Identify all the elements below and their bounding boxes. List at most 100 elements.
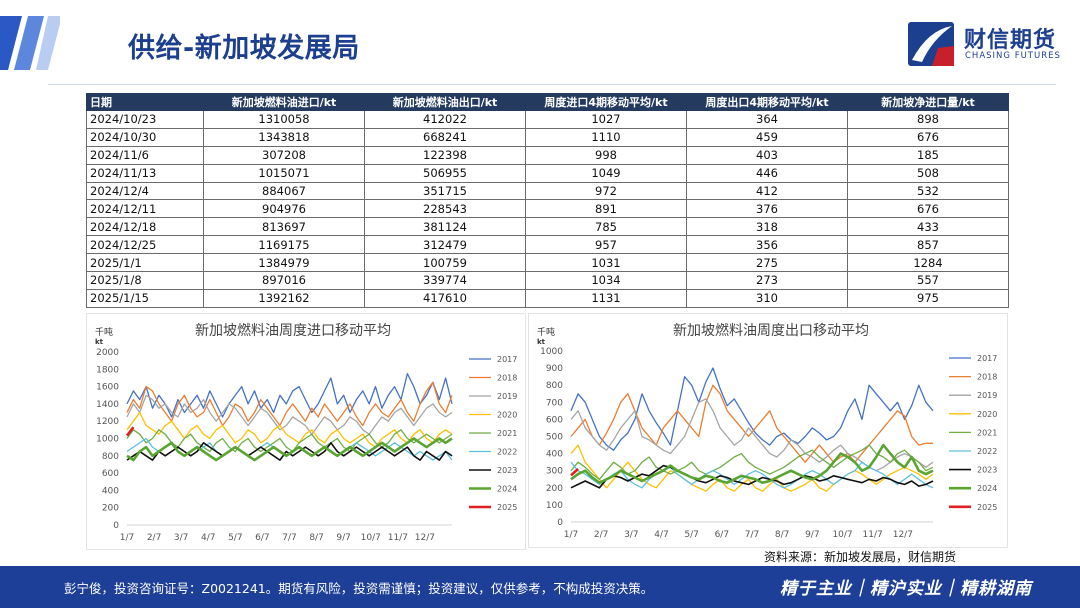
footer-disclaimer: 彭宁俊，投资咨询证号：Z0021241。期货有风险，投资需谨慎；投资建议，仅供参… bbox=[64, 581, 654, 596]
table-cell: 785 bbox=[525, 217, 687, 237]
table-cell: 339774 bbox=[364, 271, 526, 290]
table-cell: 185 bbox=[847, 145, 1009, 165]
table-cell: 446 bbox=[686, 163, 848, 183]
x-tick-label: 11/7 bbox=[863, 530, 883, 540]
x-tick-label: 10/7 bbox=[832, 530, 852, 540]
legend-label: 2018 bbox=[497, 374, 517, 383]
x-tick-label: 1/7 bbox=[564, 530, 578, 540]
table-cell: 307208 bbox=[203, 145, 365, 165]
table-cell: 2024/11/6 bbox=[86, 145, 204, 165]
table-cell: 1031 bbox=[525, 253, 687, 273]
y-tick-label: 600 bbox=[102, 469, 119, 479]
unit-label-en: kt bbox=[537, 338, 546, 346]
table-cell: 412 bbox=[686, 181, 848, 201]
series-line-2025 bbox=[570, 468, 579, 477]
supply-table: 日期 新加坡燃料油进口/kt 新加坡燃料油出口/kt 周度进口4期移动平均/kt 周度出… bbox=[86, 93, 1009, 308]
table-cell: 557 bbox=[847, 271, 1009, 290]
x-tick-label: 11/7 bbox=[388, 533, 408, 543]
table-row: 2025/1/15 1392162 417610 1131 310 975 bbox=[86, 288, 1009, 308]
table-cell: 813697 bbox=[203, 217, 365, 237]
table-cell: 351715 bbox=[364, 181, 526, 201]
column-header: 周度进口4期移动平均/kt bbox=[525, 93, 687, 111]
table-row: 2024/12/11 904976 228543 891 376 676 bbox=[86, 199, 1009, 219]
legend-label: 2022 bbox=[497, 448, 517, 457]
y-tick-label: 0 bbox=[113, 521, 119, 531]
header-decoration bbox=[0, 16, 60, 70]
table-cell: 1310058 bbox=[203, 110, 365, 129]
x-tick-label: 2/7 bbox=[594, 530, 608, 540]
x-tick-label: 9/7 bbox=[805, 530, 819, 540]
x-tick-label: 5/7 bbox=[684, 530, 698, 540]
x-tick-label: 6/7 bbox=[715, 530, 729, 540]
series-line-2023 bbox=[570, 464, 934, 489]
legend-label: 2022 bbox=[977, 447, 997, 456]
table-row: 2024/12/4 884067 351715 972 412 532 bbox=[86, 181, 1009, 201]
x-tick-label: 3/7 bbox=[174, 533, 188, 543]
y-tick-label: 100 bbox=[546, 501, 563, 511]
table-row: 2024/10/23 1310058 412022 1027 364 898 bbox=[86, 110, 1009, 129]
x-tick-label: 2/7 bbox=[147, 533, 161, 543]
series-line-2021 bbox=[570, 444, 934, 480]
table-cell: 122398 bbox=[364, 145, 526, 165]
table-cell: 904976 bbox=[203, 199, 365, 219]
series-line-2024 bbox=[126, 437, 453, 462]
table-cell: 1015071 bbox=[203, 163, 365, 183]
y-tick-label: 900 bbox=[546, 364, 563, 374]
table-cell: 310 bbox=[686, 288, 848, 308]
table-cell: 412022 bbox=[364, 110, 526, 129]
legend-label: 2024 bbox=[497, 485, 517, 494]
legend-label: 2020 bbox=[977, 410, 997, 419]
y-tick-label: 300 bbox=[546, 467, 563, 477]
table-cell: 376 bbox=[686, 199, 848, 219]
series-line-2019 bbox=[126, 394, 453, 435]
table-cell: 364 bbox=[686, 110, 848, 129]
table-cell: 275 bbox=[686, 253, 848, 273]
series-line-2017 bbox=[126, 372, 453, 418]
table-cell: 1343818 bbox=[203, 127, 365, 147]
table-cell: 975 bbox=[847, 288, 1009, 308]
table-row: 2024/12/18 813697 381124 785 318 433 bbox=[86, 217, 1009, 237]
company-logo bbox=[908, 22, 954, 66]
table-cell: 381124 bbox=[364, 217, 526, 237]
table-cell: 1284 bbox=[847, 253, 1009, 273]
table-cell: 857 bbox=[847, 235, 1009, 255]
x-tick-label: 7/7 bbox=[282, 533, 296, 543]
legend-label: 2021 bbox=[977, 428, 997, 437]
unit-label-cn: 千吨 bbox=[537, 326, 555, 338]
table-cell: 668241 bbox=[364, 127, 526, 147]
x-tick-label: 12/7 bbox=[893, 530, 913, 540]
column-header: 新加坡净进口量/kt bbox=[847, 93, 1009, 111]
table-cell: 676 bbox=[847, 199, 1009, 219]
x-tick-label: 1/7 bbox=[120, 533, 134, 543]
legend-label: 2019 bbox=[977, 391, 997, 400]
footer-slogan: 精于主业｜精沪实业｜精耕湖南 bbox=[780, 579, 1032, 599]
y-tick-label: 1400 bbox=[96, 400, 119, 410]
table-cell: 532 bbox=[847, 181, 1009, 201]
table-cell: 2025/1/1 bbox=[86, 253, 204, 273]
y-tick-label: 1000 bbox=[540, 347, 563, 357]
y-tick-label: 1600 bbox=[96, 383, 119, 393]
legend-label: 2018 bbox=[977, 373, 997, 382]
table-cell: 2025/1/8 bbox=[86, 271, 204, 290]
x-tick-label: 5/7 bbox=[228, 533, 242, 543]
column-header: 新加坡燃料油出口/kt bbox=[364, 93, 526, 111]
table-cell: 957 bbox=[525, 235, 687, 255]
legend-label: 2017 bbox=[497, 355, 517, 364]
table-cell: 506955 bbox=[364, 163, 526, 183]
series-line-2025 bbox=[125, 426, 135, 437]
table-row: 2024/12/25 1169175 312479 957 356 857 bbox=[86, 235, 1009, 255]
table-cell: 2024/12/25 bbox=[86, 235, 204, 255]
y-tick-label: 200 bbox=[546, 484, 563, 494]
table-cell: 897016 bbox=[203, 271, 365, 290]
footer-bar bbox=[0, 566, 1080, 608]
y-tick-label: 1000 bbox=[96, 435, 119, 445]
x-tick-label: 8/7 bbox=[775, 530, 789, 540]
table-row: 2024/10/30 1343818 668241 1110 459 676 bbox=[86, 127, 1009, 147]
y-tick-label: 700 bbox=[546, 398, 563, 408]
table-row: 2024/11/13 1015071 506955 1049 446 508 bbox=[86, 163, 1009, 183]
table-cell: 312479 bbox=[364, 235, 526, 255]
series-line-2024 bbox=[570, 443, 934, 484]
table-cell: 972 bbox=[525, 181, 687, 201]
table-cell: 1392162 bbox=[203, 288, 365, 308]
